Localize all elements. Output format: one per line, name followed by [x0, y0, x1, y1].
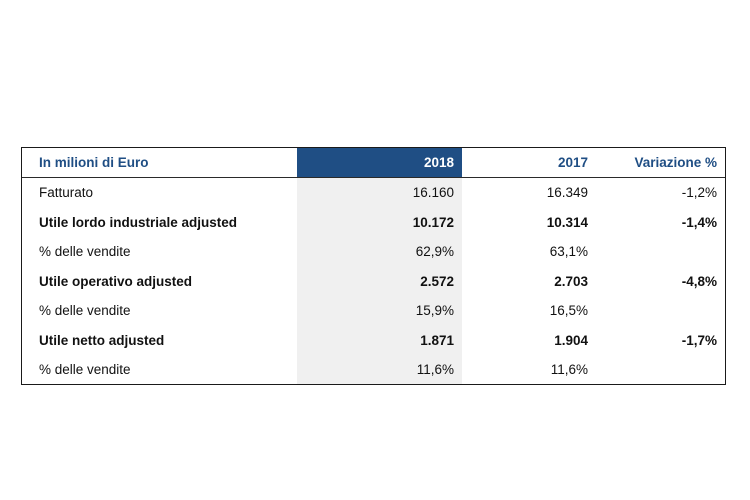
table-row: Utile lordo industriale adjusted 10.172 …	[22, 208, 725, 238]
table-header-row: In milioni di Euro 2018 2017 Variazione …	[22, 148, 725, 178]
row-label: Utile lordo industriale adjusted	[39, 214, 238, 230]
value-2018: 2.572	[420, 273, 454, 289]
row-label: Utile netto adjusted	[39, 332, 165, 348]
header-2018-highlight	[297, 148, 462, 177]
value-2017: 63,1%	[549, 244, 588, 259]
table-row: Fatturato 16.160 16.349 -1,2%	[22, 178, 725, 208]
table-row: % delle vendite 62,9% 63,1%	[22, 237, 725, 267]
row-label: % delle vendite	[39, 303, 131, 318]
header-variation: Variazione %	[634, 155, 717, 170]
value-2018: 1.871	[420, 332, 454, 348]
value-2017: 2.703	[554, 273, 588, 289]
row-label: Fatturato	[39, 185, 94, 200]
value-variation	[588, 296, 717, 326]
value-2018: 16.160	[412, 185, 454, 200]
value-2017: 16.349	[546, 185, 588, 200]
table-row: % delle vendite 15,9% 16,5%	[22, 296, 725, 326]
value-2017: 10.314	[546, 214, 588, 230]
value-2018: 62,9%	[415, 244, 454, 259]
financial-table: In milioni di Euro 2018 2017 Variazione …	[21, 147, 726, 385]
value-2017: 1.904	[554, 332, 588, 348]
header-2018: 2018	[423, 155, 454, 170]
value-variation: -4,8%	[681, 273, 717, 289]
row-label: Utile operativo adjusted	[39, 273, 193, 289]
value-variation	[588, 355, 717, 385]
header-label: In milioni di Euro	[39, 155, 149, 170]
header-2017: 2017	[557, 155, 588, 170]
value-2018: 10.172	[412, 214, 454, 230]
value-2018: 15,9%	[415, 303, 454, 318]
value-variation: -1,2%	[681, 185, 717, 200]
table-row: Utile netto adjusted 1.871 1.904 -1,7%	[22, 326, 725, 356]
row-label: % delle vendite	[39, 362, 131, 377]
table-row: % delle vendite 11,6% 11,6%	[22, 355, 725, 385]
row-label: % delle vendite	[39, 244, 131, 259]
value-variation	[588, 237, 717, 267]
value-2018: 11,6%	[416, 362, 454, 377]
value-variation: -1,4%	[681, 214, 717, 230]
table-row: Utile operativo adjusted 2.572 2.703 -4,…	[22, 267, 725, 297]
value-variation: -1,7%	[681, 332, 717, 348]
value-2017: 16,5%	[549, 303, 588, 318]
column-2018-shading	[297, 178, 462, 384]
value-2017: 11,6%	[550, 362, 588, 377]
